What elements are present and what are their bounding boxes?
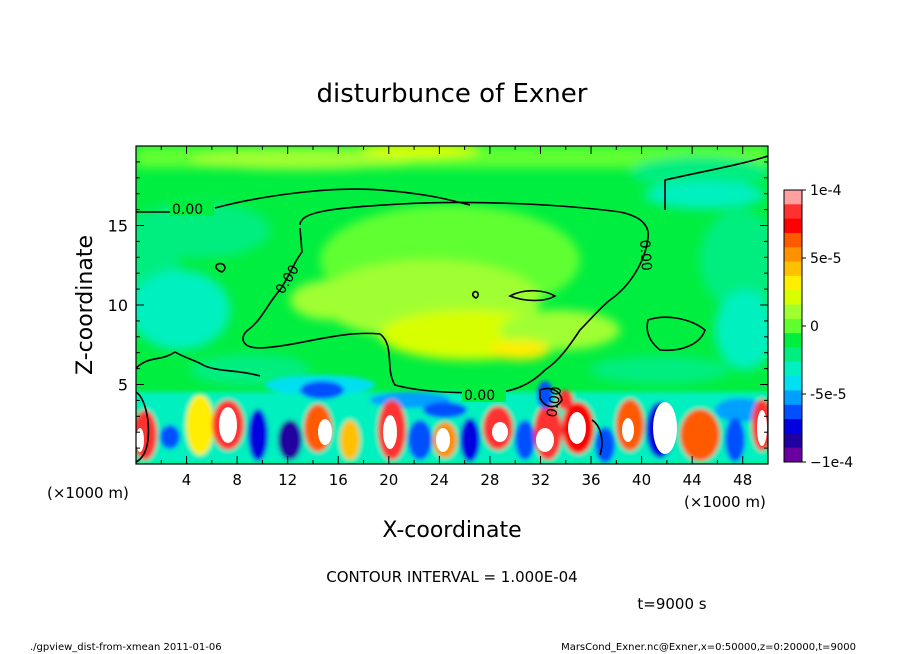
footer-right: MarsCond_Exner.nc@Exner,x=0:50000,z=0:20…: [561, 642, 856, 653]
colorbar-swatch: [784, 304, 802, 320]
colorbar-swatch: [784, 347, 802, 363]
colorbar-label: 0: [810, 319, 819, 335]
x-tick-label: 16: [329, 471, 348, 489]
plot-area: 0.00 0.00 0.00 0.00 0.00: [136, 146, 768, 464]
y-axis-label: Z-coordinate: [73, 235, 98, 375]
colorbar-label: -5e-5: [810, 387, 847, 403]
contour-interval: CONTOUR INTERVAL = 1.000E-04: [326, 568, 577, 586]
footer-left: ./gpview_dist-from-xmean 2011-01-06: [30, 642, 222, 653]
x-tick-label: 44: [683, 471, 702, 489]
y-tick-label: 5: [118, 376, 128, 395]
colorbar-swatch: [784, 404, 802, 420]
x-tick-marks: [160, 146, 744, 464]
x-tick-labels: 4 8 12 16 20 24 28 32 36 40 44 48: [182, 471, 752, 489]
x-axis: 4 8 12 16 20 24 28 32 36 40 44 48: [160, 146, 752, 489]
colorbar-swatch: [784, 447, 802, 463]
time-label: t=9000 s: [637, 595, 706, 613]
chart-title: disturbunce of Exner: [317, 79, 588, 109]
contour-label: 0.00: [544, 385, 565, 418]
x-tick-label: 32: [531, 471, 550, 489]
colorbar-swatches: [784, 190, 802, 463]
colorbar-label: 5e-5: [810, 251, 841, 267]
x-unit-left: (×1000 m): [47, 484, 129, 502]
x-tick-label: 24: [430, 471, 449, 489]
colorbar-labels: 1e-4 5e-5 0 -5e-5 −1e-4: [802, 183, 853, 471]
contour-label: 0.00: [464, 388, 495, 404]
colorbar-swatch: [784, 261, 802, 277]
colorbar-label: 1e-4: [810, 183, 842, 199]
colorbar-swatch: [784, 333, 802, 348]
colorbar-swatch: [784, 290, 802, 306]
colorbar-swatch: [784, 390, 802, 406]
contour-label: 0.00: [172, 202, 203, 218]
contour-label: 0.00: [636, 239, 654, 271]
x-tick-label: 36: [581, 471, 600, 489]
colorbar-swatch: [784, 190, 802, 205]
colorbar-swatch: [784, 376, 802, 391]
colorbar-swatch: [784, 218, 802, 234]
colorbar-swatch: [784, 204, 802, 220]
colorbar-label: −1e-4: [810, 455, 853, 471]
saturated-cores: [136, 402, 767, 454]
y-tick-marks: [136, 161, 768, 449]
x-tick-label: 4: [182, 471, 192, 489]
x-tick-label: 20: [379, 471, 398, 489]
x-unit-right: (×1000 m): [684, 493, 766, 511]
y-tick-labels: 5 10 15: [108, 217, 128, 395]
x-tick-label: 12: [278, 471, 297, 489]
colorbar-swatch: [784, 232, 802, 248]
upper-field: [136, 146, 768, 386]
colorbar-swatch: [784, 433, 802, 449]
x-tick-label: 40: [632, 471, 651, 489]
colorbar-swatch: [784, 275, 802, 291]
x-tick-label: 28: [480, 471, 499, 489]
y-tick-label: 15: [108, 217, 128, 236]
colorbar-swatch: [784, 247, 802, 263]
colorbar: 1e-4 5e-5 0 -5e-5 −1e-4: [783, 183, 853, 471]
colorbar-swatch: [784, 361, 802, 377]
y-tick-label: 10: [108, 296, 128, 315]
y-axis: 5 10 15: [108, 161, 768, 449]
x-tick-label: 48: [733, 471, 752, 489]
x-tick-label: 8: [232, 471, 242, 489]
x-axis-label: X-coordinate: [382, 518, 521, 543]
colorbar-swatch: [784, 419, 802, 434]
colorbar-swatch: [784, 318, 802, 334]
